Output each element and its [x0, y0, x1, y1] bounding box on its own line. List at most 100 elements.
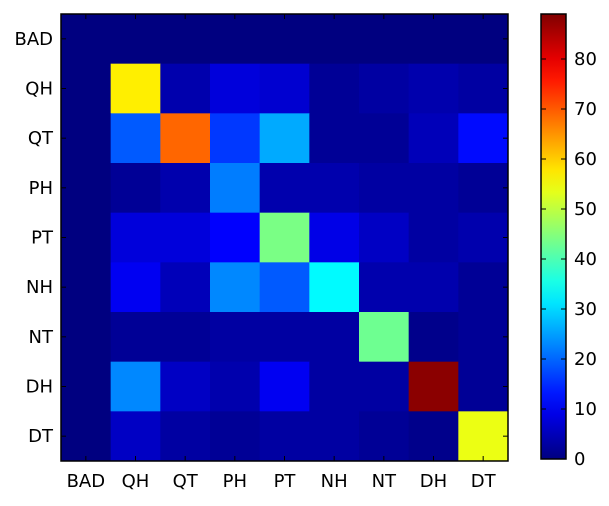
heatmap-cell-PT-DH	[408, 212, 459, 263]
heatmap-cell-PH-BAD	[61, 163, 112, 214]
heatmap-cell-DT-DH	[408, 411, 459, 462]
heatmap-cell-DT-NT	[359, 411, 410, 462]
heatmap-cell-PH-QH	[110, 163, 161, 214]
heatmap-cell-PT-NH	[309, 212, 360, 263]
heatmap-cell-DT-BAD	[61, 411, 112, 462]
heatmap-cell-NT-NT	[359, 312, 410, 363]
heatmap-cell-PT-PH	[210, 212, 261, 263]
heatmap-cell-QT-QH	[110, 113, 161, 164]
heatmap-cell-QH-QT	[160, 63, 211, 114]
colorbar-tick-label: 0	[574, 449, 585, 470]
heatmap-cell-DH-PH	[210, 361, 261, 412]
x-tick-label: NT	[372, 471, 397, 492]
heatmap-cell-QH-NH	[309, 63, 360, 114]
y-tick-label: BAD	[14, 29, 53, 50]
heatmap-cell-QT-NT	[359, 113, 410, 164]
heatmap-cell-BAD-BAD	[61, 14, 112, 65]
heatmap-cell-PH-NT	[359, 163, 410, 214]
heatmap-cell-PH-PH	[210, 163, 261, 214]
colorbar-tick-label: 50	[574, 199, 597, 220]
y-axis-ticks: BAD QH QT PH PT NH NT DH DT	[14, 29, 508, 447]
heatmap-cell-NH-DT	[458, 262, 509, 313]
heatmap-cell-QT-DH	[408, 113, 459, 164]
heatmap-cell-QT-QT	[160, 113, 211, 164]
heatmap-cell-PH-DT	[458, 163, 509, 214]
heatmap-cell-NH-NH	[309, 262, 360, 313]
colorbar: 0 10 20 30 40 50 60 70 80	[540, 13, 597, 470]
x-tick-label: BAD	[67, 471, 106, 492]
heatmap-cell-NH-NT	[359, 262, 410, 313]
heatmap-cell-BAD-DH	[408, 14, 459, 65]
heatmap-cell-QT-PT	[259, 113, 310, 164]
heatmap-cell-NT-PT	[259, 312, 310, 363]
colorbar-tick-label: 70	[574, 99, 597, 120]
colorbar-tick-label: 80	[574, 49, 597, 70]
heatmap-cell-NT-QT	[160, 312, 211, 363]
heatmap-cell-QH-PT	[259, 63, 310, 114]
heatmap-cell-DT-PT	[259, 411, 310, 462]
heatmap-cell-DH-NT	[359, 361, 410, 412]
x-axis-ticks: BAD QH QT PH PT NH NT DH DT	[67, 14, 497, 492]
heatmap-cell-PT-NT	[359, 212, 410, 263]
heatmap-cell-QT-BAD	[61, 113, 112, 164]
colorbar-tick-label: 10	[574, 399, 597, 420]
heatmap-cell-NH-PH	[210, 262, 261, 313]
heatmap-cell-BAD-NH	[309, 14, 360, 65]
heatmap-cell-DT-QT	[160, 411, 211, 462]
x-tick-label: DH	[420, 471, 447, 492]
heatmap-cell-QH-DT	[458, 63, 509, 114]
x-tick-label: QH	[122, 471, 150, 492]
heatmap-cell-DH-DT	[458, 361, 509, 412]
heatmap-cell-NT-QH	[110, 312, 161, 363]
colorbar-tick-label: 30	[574, 299, 597, 320]
x-tick-label: NH	[321, 471, 348, 492]
y-tick-label: DT	[28, 426, 54, 447]
heatmap-cell-DH-QH	[110, 361, 161, 412]
heatmap-cell-QT-PH	[210, 113, 261, 164]
heatmap-cell-QH-PH	[210, 63, 261, 114]
x-tick-label: DT	[471, 471, 497, 492]
y-tick-label: NT	[29, 327, 54, 348]
heatmap-cell-NT-NH	[309, 312, 360, 363]
heatmap-cell-BAD-NT	[359, 14, 410, 65]
y-tick-label: PH	[29, 178, 53, 199]
heatmap-cell-PT-PT	[259, 212, 310, 263]
heatmap-cell-NH-DH	[408, 262, 459, 313]
y-tick-label: PT	[31, 228, 54, 249]
x-tick-label: PT	[274, 471, 297, 492]
heatmap-cell-BAD-PT	[259, 14, 310, 65]
heatmap-cell-DT-QH	[110, 411, 161, 462]
heatmap-cell-QT-DT	[458, 113, 509, 164]
heatmap-cell-QH-DH	[408, 63, 459, 114]
heatmap-cell-PH-NH	[309, 163, 360, 214]
heatmap-cell-NH-QT	[160, 262, 211, 313]
heatmap-cell-PT-QH	[110, 212, 161, 263]
heatmap-cell-DH-PT	[259, 361, 310, 412]
heatmap-cells	[61, 14, 509, 462]
heatmap-cell-NH-BAD	[61, 262, 112, 313]
colorbar-tick-label: 20	[574, 349, 597, 370]
heatmap-cell-NH-QH	[110, 262, 161, 313]
heatmap-cell-QH-QH	[110, 63, 161, 114]
heatmap-cell-DT-PH	[210, 411, 261, 462]
heatmap-cell-PT-DT	[458, 212, 509, 263]
heatmap-cell-BAD-PH	[210, 14, 261, 65]
heatmap-cell-DH-BAD	[61, 361, 112, 412]
heatmap-cell-BAD-QH	[110, 14, 161, 65]
colorbar-tick-label: 40	[574, 249, 597, 270]
heatmap-cell-DH-QT	[160, 361, 211, 412]
x-tick-label: PH	[223, 471, 247, 492]
heatmap-cell-NT-PH	[210, 312, 261, 363]
y-tick-label: NH	[26, 277, 53, 298]
y-tick-label: QH	[25, 79, 53, 100]
heatmap-cell-PH-PT	[259, 163, 310, 214]
heatmap-cell-NH-PT	[259, 262, 310, 313]
y-tick-label: QT	[28, 128, 54, 149]
heatmap-cell-DH-NH	[309, 361, 360, 412]
colorbar-tick-label: 60	[574, 149, 597, 170]
heatmap-cell-NT-DH	[408, 312, 459, 363]
heatmap-cell-BAD-DT	[458, 14, 509, 65]
heatmap-cell-PT-BAD	[61, 212, 112, 263]
